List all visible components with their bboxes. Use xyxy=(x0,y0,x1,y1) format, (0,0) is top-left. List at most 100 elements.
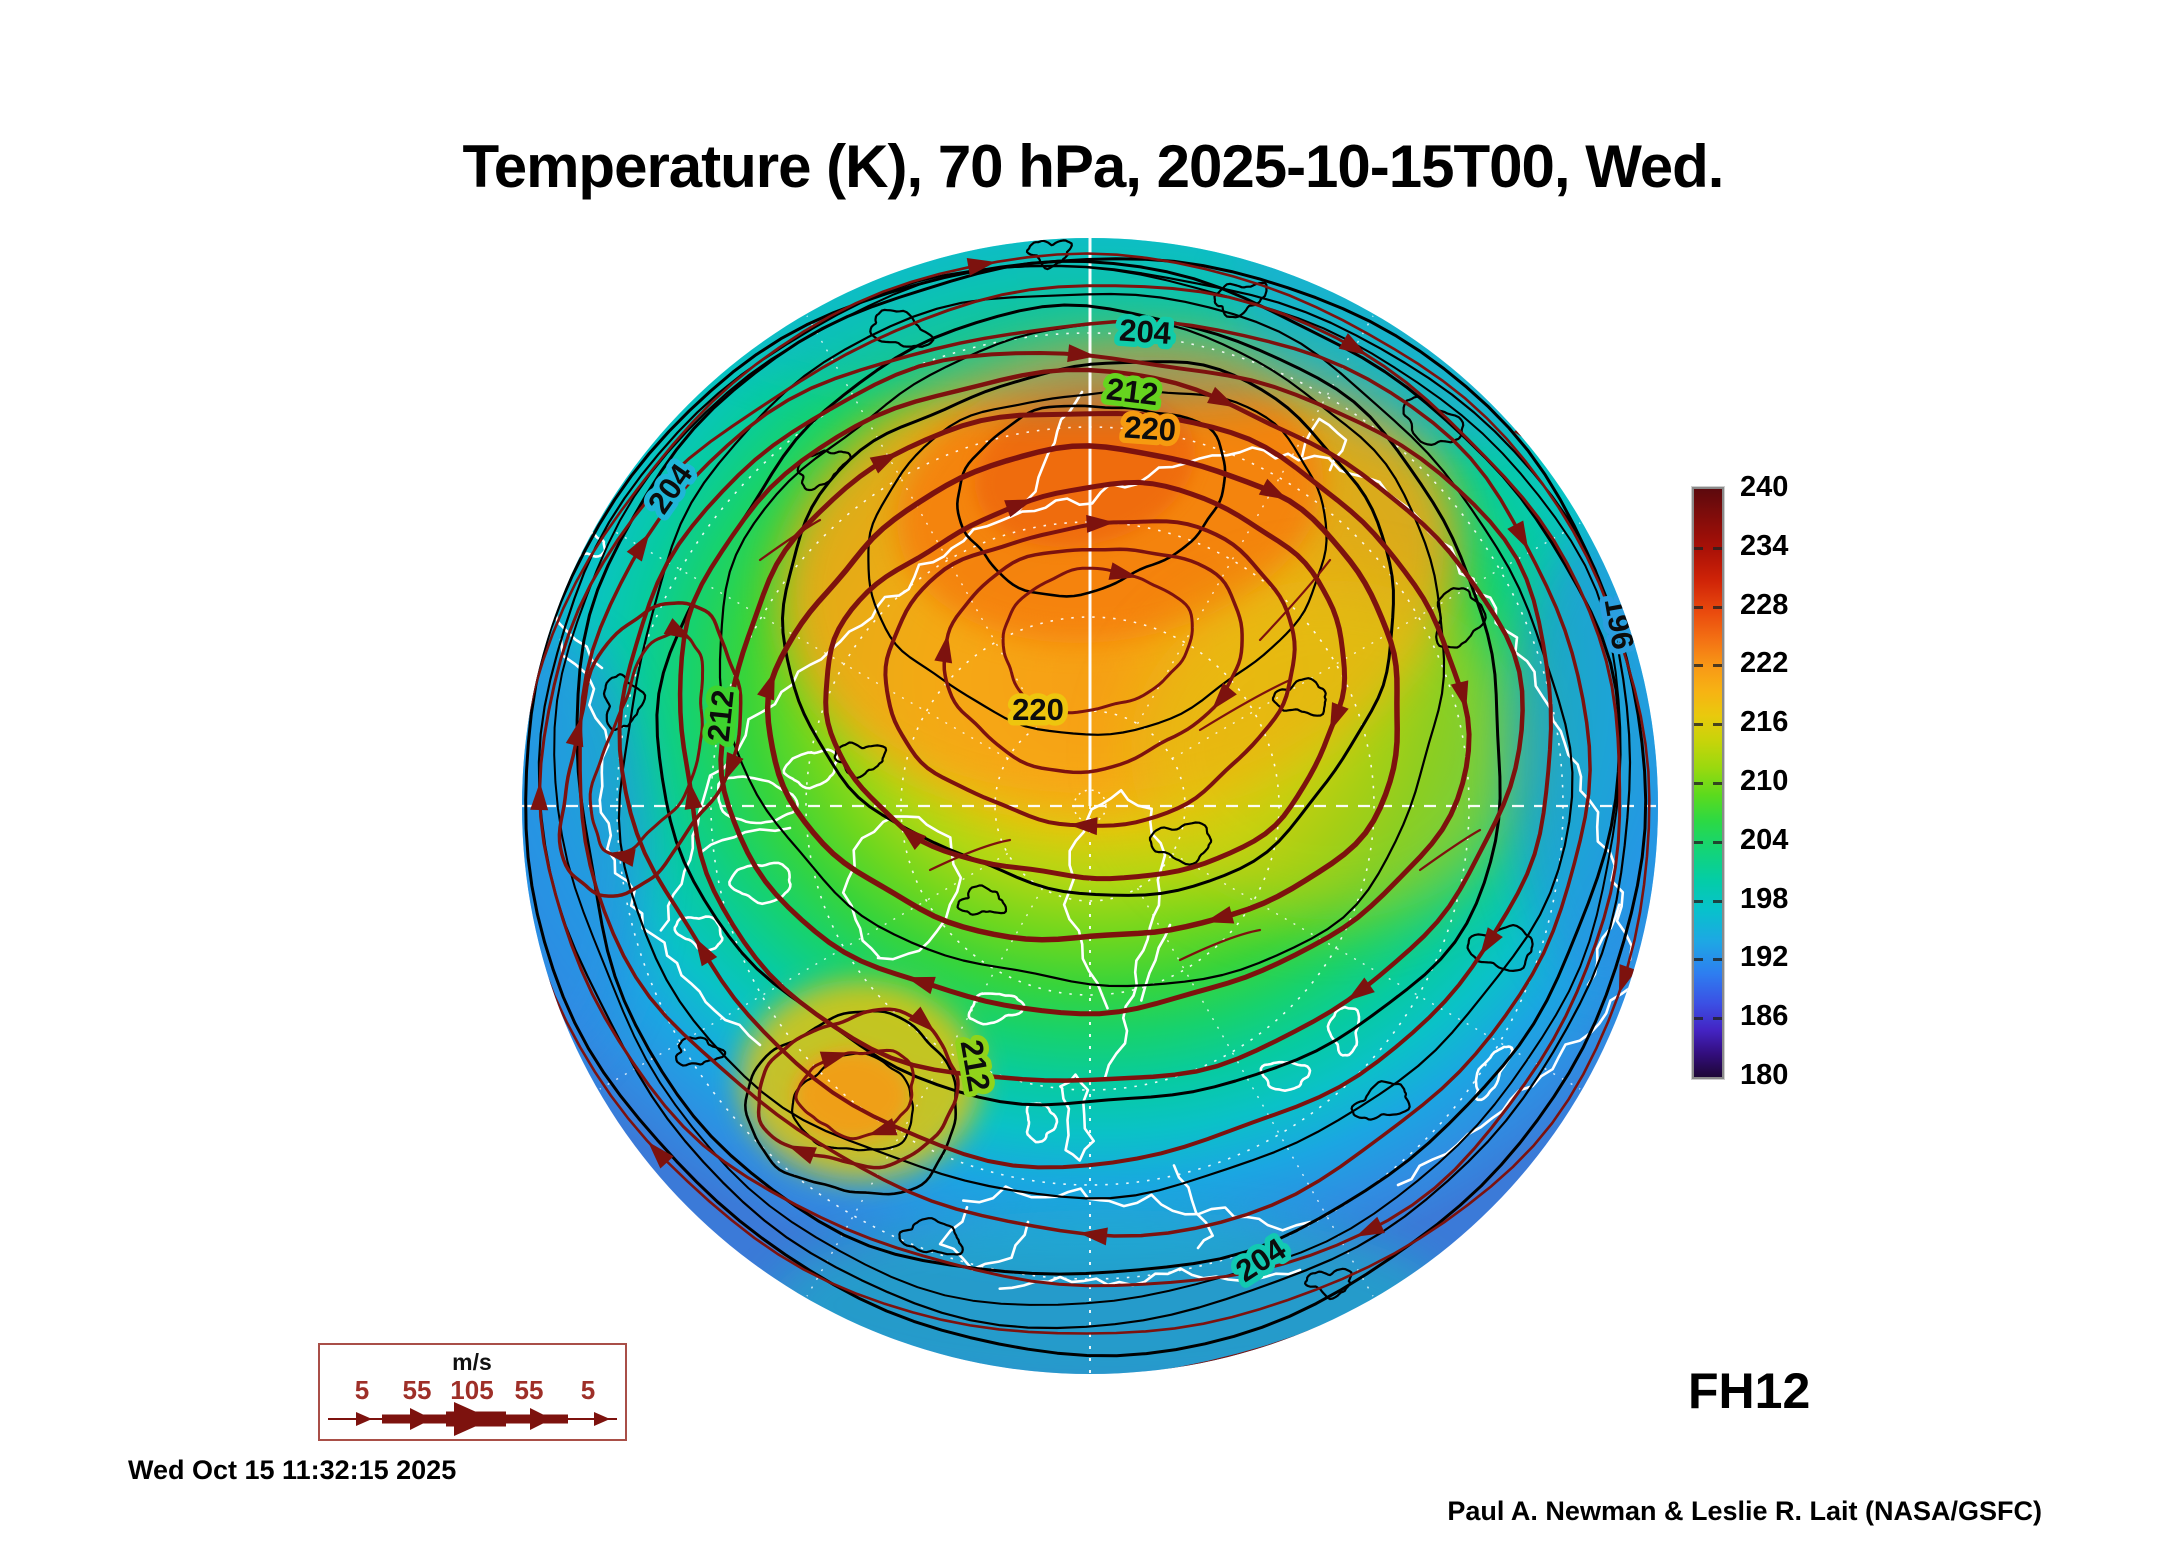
streamline-arrow xyxy=(1507,520,1529,550)
colorbar-tick-label: 234 xyxy=(1740,529,1789,562)
contour-line xyxy=(655,303,1502,1107)
coastline-path xyxy=(1062,789,1167,1080)
colorbar-tick-mark xyxy=(1713,605,1722,609)
streamline-arrow xyxy=(908,1006,935,1033)
colorbar-tick-mark xyxy=(1713,546,1722,550)
wind-arrow-part xyxy=(454,1402,492,1436)
streamline-arrow xyxy=(1086,514,1115,533)
streamline-arrow xyxy=(606,849,636,867)
eddy-streamline xyxy=(588,631,705,857)
wind-speed-legend: m/s 5 55 105 55 5 xyxy=(318,1343,627,1441)
contour-blob xyxy=(1304,1267,1353,1301)
colorbar-tick-mark xyxy=(1694,1017,1703,1021)
colorbar-tick-label: 228 xyxy=(1740,588,1789,621)
forecast-hour-label: FH12 xyxy=(1688,1363,1811,1419)
streamline-fragment xyxy=(1418,828,1482,872)
contour-label: 212 xyxy=(701,688,741,743)
streamline-arrow xyxy=(1346,977,1375,1002)
temp-blob xyxy=(975,389,1195,547)
colorbar-tick-label: 210 xyxy=(1740,765,1789,797)
streamline-arrow xyxy=(530,782,549,811)
wind-arrow-part xyxy=(594,1412,610,1426)
coastline-path xyxy=(1140,923,1172,1002)
eddy-streamline xyxy=(756,1007,960,1170)
colorbar-tick-mark xyxy=(1694,840,1703,844)
island-outline xyxy=(967,992,1026,1026)
colorbar-tick-mark xyxy=(1713,840,1722,844)
colorbar-tick-mark xyxy=(1713,958,1722,962)
contour-blob xyxy=(1025,239,1073,271)
coastline-path xyxy=(1172,1164,1214,1250)
contour-blob xyxy=(1350,1080,1411,1121)
contour-line xyxy=(791,1052,914,1152)
contour-line xyxy=(524,257,1648,1358)
contour-label: 220 xyxy=(1123,409,1177,448)
streamline-arrow xyxy=(525,605,544,635)
coastline-path xyxy=(559,638,762,1047)
colorbar-tick-mark xyxy=(1713,899,1722,903)
streamline-arrow xyxy=(663,618,693,640)
streamline xyxy=(823,479,1348,882)
streamline-fragment xyxy=(928,838,1012,872)
contour-blob xyxy=(1466,924,1534,972)
streamline-arrow xyxy=(757,671,775,701)
streamline-arrow xyxy=(934,634,953,664)
streamline-arrow xyxy=(724,751,744,782)
wind-legend-speed-label: 5 xyxy=(580,1375,596,1405)
streamline xyxy=(677,367,1525,1083)
streamline xyxy=(764,443,1400,943)
coastline-path xyxy=(998,1267,1302,1290)
contour-blob xyxy=(869,308,935,348)
streamline-arrow xyxy=(868,1118,898,1136)
colorbar-tick-label: 192 xyxy=(1740,941,1789,974)
streamlines xyxy=(522,238,1658,1374)
contour-blob xyxy=(796,449,852,492)
temp-blob xyxy=(522,635,647,1065)
streamline-arrow xyxy=(1450,680,1469,710)
colorbar-tick-label: 216 xyxy=(1740,706,1789,739)
streamline xyxy=(522,252,1651,1335)
contour-line xyxy=(575,259,1621,1276)
streamline-arrow xyxy=(787,1145,817,1165)
wind-arrow-part xyxy=(356,1412,372,1426)
contour-blob xyxy=(1271,677,1327,717)
contour-blob xyxy=(1435,587,1487,649)
streamline-arrow xyxy=(906,976,936,995)
wind-legend-unit-label: m/s xyxy=(452,1349,492,1375)
streamline-arrow xyxy=(869,452,899,474)
island-outline xyxy=(1326,1005,1361,1057)
colorbar-tick-mark xyxy=(1694,958,1703,962)
streamline-arrow xyxy=(1355,1216,1385,1237)
streamline-arrow xyxy=(1211,682,1237,711)
colorbar-tick-mark xyxy=(1694,723,1703,727)
colorbar-tick-labels: 240 234 228 222 216 210 204 198 192 186 180 xyxy=(1740,472,1830,1090)
streamline-arrow xyxy=(1067,344,1096,363)
streamline-arrow xyxy=(626,533,650,562)
streamline-arrow xyxy=(1480,927,1503,956)
streamline xyxy=(578,319,1592,1238)
colorbar-tick-mark xyxy=(1694,605,1703,609)
contour-blob xyxy=(602,673,647,731)
streamline xyxy=(718,410,1472,1017)
contour-blob xyxy=(1148,821,1213,866)
streamline xyxy=(942,547,1244,775)
coastline-path xyxy=(962,1185,1312,1232)
streamline-arrow xyxy=(1329,702,1349,732)
coastline-path xyxy=(841,815,963,961)
colorbar-tick-mark xyxy=(1694,664,1703,668)
streamline-arrow xyxy=(1204,906,1235,924)
colorbar-gradient-strip xyxy=(1692,487,1724,1079)
colorbar-tick-label: 186 xyxy=(1740,1000,1789,1033)
streamline-arrow xyxy=(1618,964,1637,994)
page-title: Temperature (K), 70 hPa, 2025-10-15T00, … xyxy=(462,133,1725,200)
streamline-arrow xyxy=(899,825,927,850)
colorbar-tick-label: 204 xyxy=(1740,823,1789,856)
contour-label: 220 xyxy=(1012,692,1064,727)
streamline-arrow xyxy=(648,1141,674,1169)
colorbar-tick-mark xyxy=(1713,1017,1722,1021)
contour-line xyxy=(744,1009,957,1196)
contour-blob xyxy=(956,884,1008,916)
